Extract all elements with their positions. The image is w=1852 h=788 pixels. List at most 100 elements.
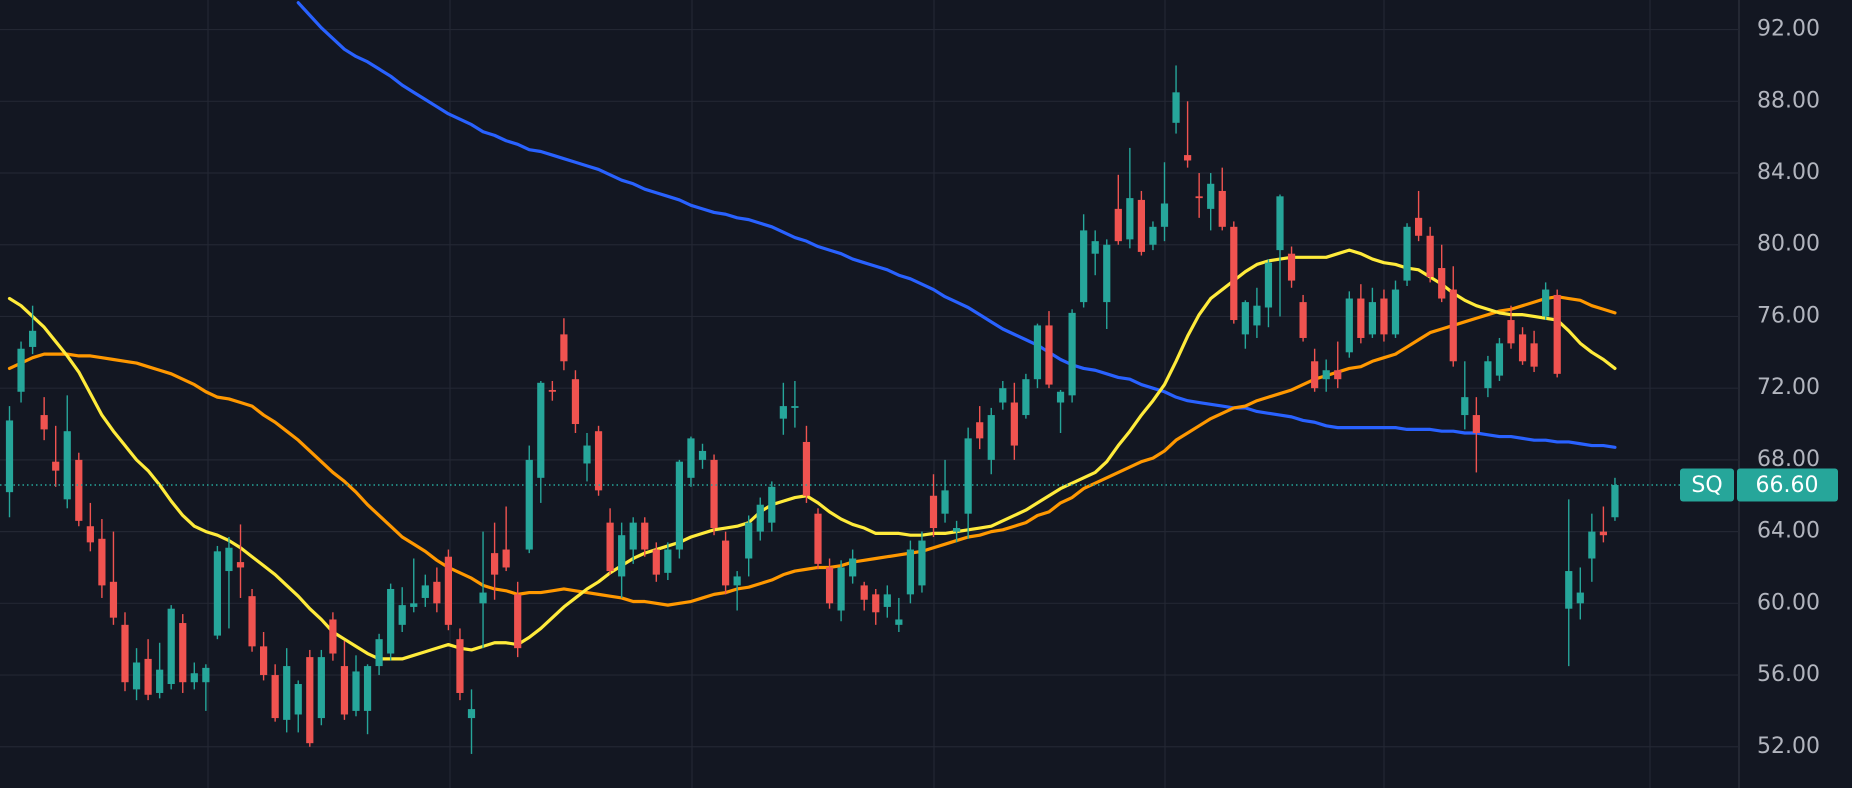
moving-average-line bbox=[7, 248, 1617, 661]
y-tick-label: 68.00 bbox=[1757, 447, 1820, 472]
candle-body bbox=[213, 551, 221, 636]
candle-body bbox=[1080, 230, 1088, 303]
y-tick-label: 92.00 bbox=[1757, 17, 1820, 42]
candle-body bbox=[1091, 241, 1099, 254]
candle-body bbox=[132, 662, 141, 690]
candle-body bbox=[594, 431, 603, 491]
candle-body bbox=[421, 585, 429, 598]
candle-body bbox=[387, 588, 395, 654]
candle-body bbox=[1172, 92, 1180, 123]
candle-body bbox=[1530, 343, 1538, 367]
candle-body bbox=[467, 709, 476, 719]
candle-body bbox=[756, 504, 764, 532]
candle-body bbox=[583, 445, 591, 464]
candle-body bbox=[964, 438, 972, 514]
candle-body bbox=[1461, 397, 1469, 416]
candle-body bbox=[1114, 208, 1122, 242]
candle-body bbox=[768, 486, 776, 523]
candle-body bbox=[641, 522, 649, 550]
candle-body bbox=[329, 619, 337, 654]
y-tick-label: 52.00 bbox=[1757, 734, 1820, 759]
candle-body bbox=[248, 596, 256, 647]
candle-body bbox=[571, 379, 580, 425]
symbol-badge bbox=[1680, 468, 1734, 502]
candle-body bbox=[502, 549, 510, 568]
candle-body bbox=[1068, 312, 1076, 396]
candle-body bbox=[1449, 289, 1457, 362]
candle-body bbox=[1230, 226, 1238, 321]
candle-body bbox=[433, 581, 441, 604]
candle-body bbox=[895, 619, 903, 625]
candle-body bbox=[1380, 298, 1388, 335]
candle-body bbox=[1391, 289, 1400, 335]
candle-body bbox=[1253, 305, 1261, 326]
moving-average-line bbox=[7, 295, 1617, 607]
y-tick-label: 56.00 bbox=[1757, 662, 1820, 687]
candle-body bbox=[548, 389, 556, 392]
candle-body bbox=[745, 522, 753, 559]
candle-body bbox=[491, 553, 499, 575]
y-tick-label: 80.00 bbox=[1757, 232, 1820, 257]
candle-body bbox=[1438, 268, 1446, 299]
candle-body bbox=[537, 382, 545, 478]
candle-body bbox=[1195, 196, 1203, 199]
candle-body bbox=[1033, 325, 1042, 380]
candle-body bbox=[444, 556, 452, 625]
candle-body bbox=[294, 684, 302, 715]
y-tick-label: 84.00 bbox=[1757, 160, 1820, 185]
candle-body bbox=[271, 675, 279, 719]
candle-body bbox=[629, 522, 637, 550]
y-tick-label: 64.00 bbox=[1757, 519, 1820, 544]
candle-body bbox=[1218, 190, 1226, 227]
candle-body bbox=[225, 547, 233, 572]
candle-body bbox=[825, 567, 834, 604]
candle-body bbox=[1368, 302, 1376, 335]
candle-body bbox=[1137, 199, 1145, 252]
candle-body bbox=[791, 406, 799, 408]
candle-body bbox=[941, 490, 949, 514]
candle-body bbox=[1322, 370, 1330, 380]
candle-body bbox=[722, 540, 730, 586]
candle-body bbox=[1149, 226, 1157, 245]
candle-body bbox=[1576, 592, 1584, 604]
candle-body bbox=[1345, 298, 1353, 353]
candle-body bbox=[999, 388, 1007, 403]
price-label: 66.60 bbox=[1756, 473, 1819, 498]
candle-body bbox=[144, 658, 152, 695]
candle-body bbox=[1403, 226, 1411, 281]
candle-body bbox=[236, 562, 245, 568]
candle-body bbox=[202, 667, 210, 683]
candle-body bbox=[1484, 361, 1492, 389]
candle-body bbox=[1103, 244, 1111, 303]
candle-body bbox=[1426, 235, 1434, 278]
candle-body bbox=[849, 558, 857, 577]
candle-body bbox=[1415, 217, 1423, 236]
candle-body bbox=[1241, 302, 1249, 335]
candle-body bbox=[525, 459, 533, 550]
candle-body bbox=[675, 461, 683, 550]
candle-body bbox=[1287, 253, 1296, 281]
plot-area bbox=[5, 1, 1619, 754]
candle-body bbox=[1507, 320, 1515, 344]
y-tick-label: 60.00 bbox=[1757, 590, 1820, 615]
candle-body bbox=[837, 567, 845, 611]
candle-body bbox=[375, 639, 383, 667]
candle-body bbox=[179, 623, 187, 683]
candle-body bbox=[1056, 391, 1065, 403]
candle-body bbox=[560, 334, 568, 362]
candle-body bbox=[1160, 203, 1169, 227]
candle-body bbox=[710, 459, 718, 529]
candle-body bbox=[1334, 370, 1342, 380]
candle-body bbox=[1553, 294, 1561, 374]
candle-body bbox=[606, 522, 614, 572]
candle-body bbox=[398, 605, 406, 625]
candle-body bbox=[1276, 196, 1284, 251]
candle-body bbox=[1045, 325, 1053, 385]
candle-body bbox=[479, 592, 487, 604]
candle-body bbox=[1611, 484, 1619, 518]
candle-body bbox=[1126, 198, 1134, 240]
candle-body bbox=[987, 415, 995, 460]
candle-body bbox=[109, 581, 118, 618]
candle-body bbox=[779, 406, 787, 419]
candle-body bbox=[918, 540, 926, 586]
